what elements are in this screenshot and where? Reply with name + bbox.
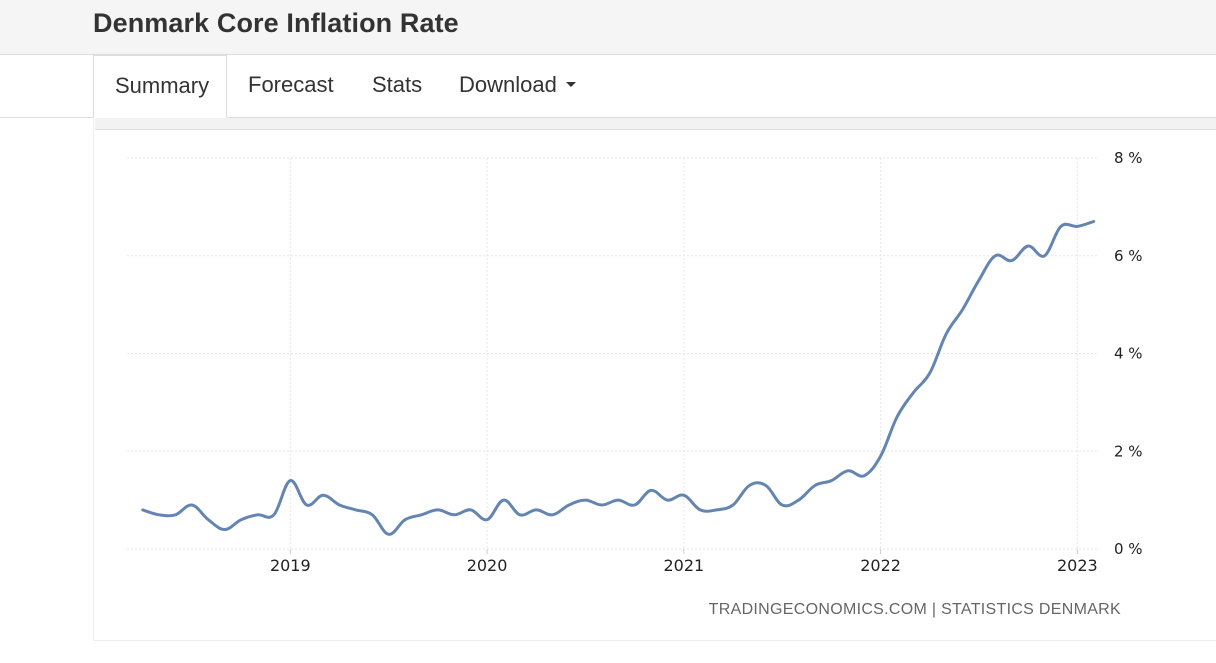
data-point bbox=[173, 512, 179, 518]
data-point bbox=[779, 502, 785, 508]
data-point bbox=[451, 512, 457, 518]
data-point bbox=[599, 502, 605, 508]
tab-forecast[interactable]: Forecast bbox=[248, 55, 334, 117]
data-point bbox=[140, 507, 146, 513]
y-tick-label: 2 % bbox=[1114, 442, 1143, 460]
data-point bbox=[763, 483, 769, 489]
data-point bbox=[927, 370, 933, 376]
data-point bbox=[468, 507, 474, 513]
data-point bbox=[681, 492, 687, 498]
data-point bbox=[271, 512, 277, 518]
data-point bbox=[878, 453, 884, 459]
data-point bbox=[812, 483, 818, 489]
title-bar: Denmark Core Inflation Rate bbox=[0, 0, 1216, 55]
data-point bbox=[517, 512, 523, 518]
series-line bbox=[141, 220, 1096, 536]
data-point bbox=[992, 253, 998, 259]
data-point bbox=[894, 414, 900, 420]
page-title: Denmark Core Inflation Rate bbox=[93, 8, 459, 38]
y-tick-label: 8 % bbox=[1114, 149, 1143, 167]
data-point bbox=[582, 497, 588, 503]
data-point bbox=[697, 507, 703, 513]
x-tick-label: 2023 bbox=[1057, 556, 1098, 575]
data-point bbox=[845, 468, 851, 474]
data-point bbox=[533, 507, 539, 513]
y-tick-label: 6 % bbox=[1114, 247, 1143, 265]
tab-summary-label: Summary bbox=[115, 73, 210, 98]
x-tick-label: 2019 bbox=[270, 556, 311, 575]
x-tick-label: 2022 bbox=[860, 556, 901, 575]
data-point bbox=[746, 483, 752, 489]
data-point bbox=[205, 517, 211, 523]
data-point bbox=[1074, 223, 1080, 229]
data-point bbox=[664, 497, 670, 503]
tab-stats-label: Stats bbox=[372, 72, 423, 97]
data-point bbox=[828, 478, 834, 484]
data-point bbox=[796, 497, 802, 503]
tab-stats[interactable]: Stats bbox=[372, 55, 422, 117]
data-point bbox=[255, 512, 261, 518]
tab-forecast-label: Forecast bbox=[248, 72, 334, 97]
data-point bbox=[419, 512, 425, 518]
data-point bbox=[337, 502, 343, 508]
tab-summary[interactable]: Summary bbox=[93, 55, 227, 118]
data-point bbox=[320, 492, 326, 498]
data-point bbox=[615, 497, 621, 503]
chart-panel bbox=[93, 118, 1216, 641]
data-point bbox=[156, 512, 162, 518]
data-point bbox=[386, 531, 392, 537]
series-layer bbox=[140, 219, 1097, 537]
chart-panel-header-strip bbox=[95, 118, 1216, 130]
data-point bbox=[714, 507, 720, 513]
data-point bbox=[484, 517, 490, 523]
data-point bbox=[730, 502, 736, 508]
data-point bbox=[238, 517, 244, 523]
x-tick-label: 2020 bbox=[467, 556, 508, 575]
data-point bbox=[501, 497, 507, 503]
data-point bbox=[960, 307, 966, 313]
data-point bbox=[566, 502, 572, 508]
data-point bbox=[1025, 243, 1031, 249]
data-point bbox=[304, 502, 310, 508]
chevron-down-icon bbox=[565, 81, 576, 87]
data-point bbox=[632, 502, 638, 508]
data-point bbox=[943, 331, 949, 337]
data-point bbox=[369, 512, 375, 518]
data-point bbox=[1058, 223, 1064, 229]
data-point bbox=[1042, 253, 1048, 259]
axis-layer: 0 % 2 % 4 % 6 % 8 % 2019 2020 2021 2022 2023 bbox=[270, 149, 1143, 575]
data-point bbox=[402, 517, 408, 523]
data-point bbox=[1009, 258, 1015, 264]
y-tick-label: 4 % bbox=[1114, 345, 1143, 363]
data-point bbox=[550, 512, 556, 518]
tab-download-label: Download bbox=[459, 72, 557, 97]
x-tick-label: 2021 bbox=[663, 556, 704, 575]
y-tick-label: 0 % bbox=[1114, 540, 1143, 558]
data-point bbox=[353, 507, 359, 513]
data-point bbox=[910, 390, 916, 396]
grid-layer bbox=[127, 157, 1097, 550]
source-credit: TRADINGECONOMICS.COM | STATISTICS DENMAR… bbox=[708, 601, 1121, 618]
data-point bbox=[976, 277, 982, 283]
tab-download[interactable]: Download bbox=[459, 55, 576, 117]
data-point bbox=[189, 502, 195, 508]
data-point bbox=[1091, 219, 1097, 225]
data-point bbox=[222, 527, 228, 533]
data-point bbox=[435, 507, 441, 513]
tab-bar: Summary Forecast Stats Download bbox=[0, 55, 1216, 118]
data-point bbox=[648, 487, 654, 493]
data-point bbox=[287, 478, 293, 484]
data-point bbox=[861, 473, 867, 479]
